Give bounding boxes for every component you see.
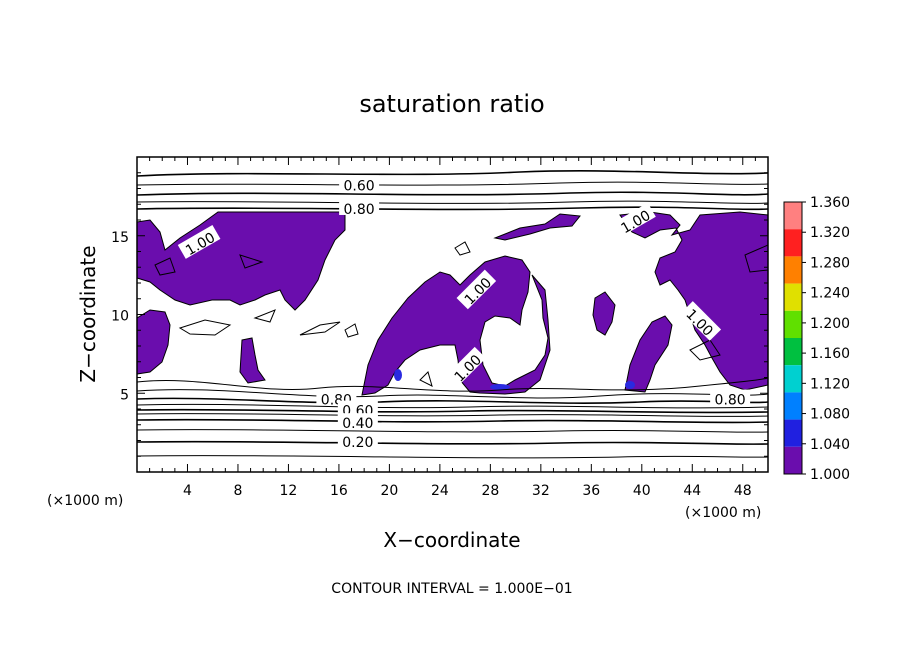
contour-loops [154, 241, 721, 387]
region-right-upper [619, 211, 769, 391]
x-tick-label: 16 [330, 483, 348, 499]
x-tick-label: 36 [582, 483, 600, 499]
contour-label-bg [337, 400, 378, 417]
contour-label-bg [710, 389, 751, 406]
x-tick-label: 20 [380, 483, 398, 499]
x-tick-label: 32 [532, 483, 550, 499]
x-axis-unit-right: (×1000 m) [685, 505, 761, 521]
colorbar-segment [784, 283, 802, 311]
colorbar-segment [784, 338, 802, 366]
contour-interval-note: CONTOUR INTERVAL = 1.000E−01 [331, 581, 572, 597]
chart-title: saturation ratio [359, 90, 544, 118]
blue-patches [394, 369, 635, 390]
y-tick-label: 10 [111, 309, 129, 325]
contour-label: 0.80 [715, 393, 746, 409]
y-tick-label: 5 [120, 387, 129, 403]
region-top-center [493, 213, 581, 241]
colorbar-segment [784, 310, 802, 338]
region-left-lower [136, 309, 171, 375]
colorbar-label: 1.000 [810, 467, 850, 483]
contour-label-bg [613, 202, 656, 237]
colorbar-segment [784, 202, 802, 230]
colorbar-label: 1.080 [810, 407, 850, 423]
colorbar-label: 1.040 [810, 437, 850, 453]
x-tick-label: 28 [481, 483, 499, 499]
x-tick-label: 12 [280, 483, 298, 499]
plot-area: 0.600.801.001.001.001.001.000.800.600.40… [111, 156, 769, 499]
x-tick-label: 4 [183, 483, 192, 499]
region-center [361, 255, 551, 396]
region-right-lower [624, 315, 673, 393]
contour-label: 0.20 [342, 435, 373, 451]
colorbar-label: 1.120 [810, 376, 850, 392]
colorbar-segment [784, 229, 802, 257]
x-axis-ticks: 4 8 12 16 20 24 28 32 36 40 44 48 [149, 157, 756, 499]
colorbar-label: 1.280 [810, 255, 850, 271]
contour-label-bg [456, 269, 497, 310]
contour-label-bg [339, 198, 380, 215]
contour-label: 0.60 [344, 178, 375, 194]
contour-label: 0.40 [342, 416, 373, 432]
x-axis-unit-left: (×1000 m) [47, 493, 123, 509]
x-tick-label: 40 [633, 483, 651, 499]
y-axis-ticks: 5 10 15 [111, 172, 768, 457]
contour-label-bg [337, 413, 378, 430]
colorbar-segment [784, 256, 802, 284]
colorbar-label: 1.160 [810, 346, 850, 362]
x-tick-label: 44 [683, 483, 701, 499]
colorbar-frame [783, 201, 803, 475]
colorbar-label: 1.360 [810, 195, 850, 211]
colorbar-label: 1.240 [810, 286, 850, 302]
contour-label-bg [446, 346, 487, 387]
y-axis-label: Z−coordinate [76, 245, 100, 382]
region-left-upper [136, 211, 346, 311]
x-tick-label: 24 [431, 483, 449, 499]
contour-lines [136, 170, 769, 459]
colorbar-label: 1.320 [810, 225, 850, 241]
contour-label-bg [177, 224, 221, 259]
colorbar: 1.360 1.320 1.280 1.240 1.200 1.160 1.120 1.080… [783, 195, 850, 483]
colorbar-segment [784, 392, 802, 420]
x-tick-label: 48 [734, 483, 752, 499]
contour-label-bg [681, 301, 722, 341]
colorbar-label: 1.200 [810, 316, 850, 332]
region-left-small [239, 337, 266, 384]
colorbar-segment [784, 446, 802, 474]
colorbar-segment [784, 419, 802, 447]
contour-label: 0.80 [344, 202, 375, 218]
x-axis-label: X−coordinate [383, 528, 520, 552]
x-tick-label: 8 [233, 483, 242, 499]
contour-label-bg [337, 432, 378, 449]
y-tick-label: 15 [111, 230, 129, 246]
region-mid-right [592, 291, 616, 336]
colorbar-segment [784, 365, 802, 393]
contour-label-bg [339, 175, 380, 192]
